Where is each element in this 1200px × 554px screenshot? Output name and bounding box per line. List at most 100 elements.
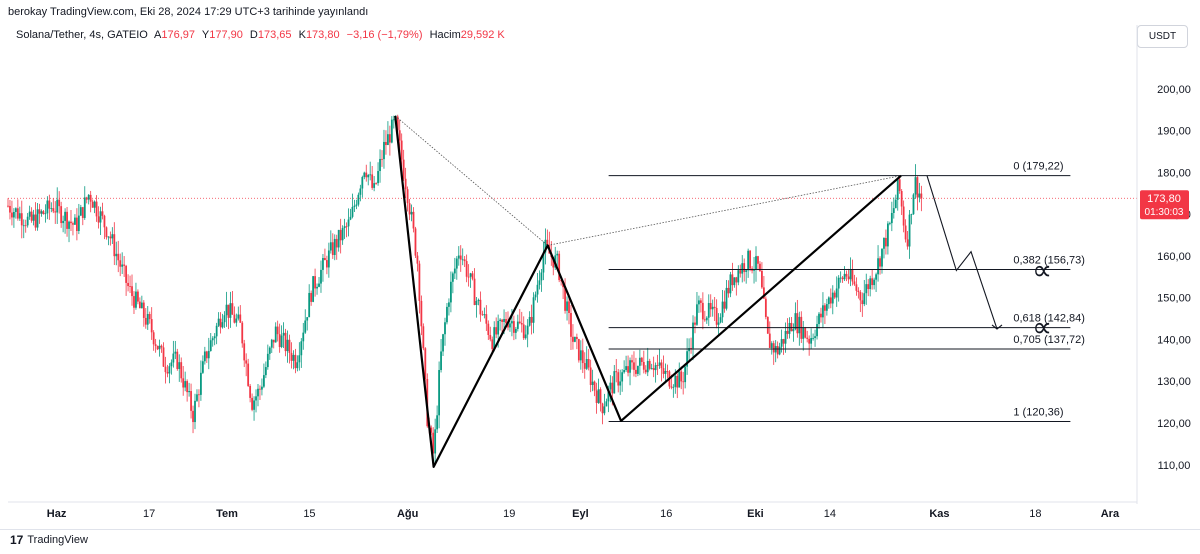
candle-body — [879, 258, 881, 267]
candle-body — [475, 300, 478, 305]
candle-body — [392, 119, 395, 121]
candle-body — [839, 277, 842, 279]
candle-body — [843, 273, 846, 280]
dotted-connector-line — [394, 115, 548, 246]
candle-body — [745, 270, 748, 272]
candle-body — [717, 322, 720, 325]
tradingview-logo[interactable]: 17 TradingView — [10, 533, 88, 547]
candle-body — [615, 371, 618, 373]
candle-body — [190, 391, 192, 411]
candle-body — [66, 211, 68, 229]
candle-body — [906, 239, 909, 247]
candle-body — [871, 278, 874, 286]
candle-body — [601, 403, 604, 414]
symbol-name[interactable]: Solana/Tether, 4s, GATEIO — [16, 29, 148, 41]
candle-body — [434, 429, 437, 454]
candle-body — [863, 293, 866, 305]
candle-body — [778, 346, 781, 355]
price-tick-label: 160,00 — [1157, 251, 1191, 263]
candle-body — [654, 365, 657, 371]
time-tick-label: 17 — [143, 508, 155, 520]
candle-body — [239, 314, 242, 323]
candle-body — [115, 253, 118, 257]
candle-body — [902, 206, 905, 226]
candle-body — [308, 292, 311, 318]
candle-body — [753, 269, 755, 271]
dotted-connector-line — [547, 175, 902, 246]
candle-body — [72, 223, 74, 225]
time-tick-label: Haz — [47, 508, 67, 520]
candle-body — [638, 357, 641, 366]
candle-body — [302, 332, 305, 342]
candle-body — [22, 225, 25, 227]
candle-body — [318, 283, 320, 287]
candle-body — [658, 362, 661, 366]
candle-body — [385, 141, 387, 146]
candle-body — [359, 188, 362, 195]
candle-body — [320, 269, 322, 284]
candle-body — [316, 286, 318, 289]
candle-body — [682, 381, 685, 383]
candle-body — [9, 205, 11, 213]
candle-body — [538, 280, 541, 285]
candle-body — [81, 207, 84, 218]
candle-body — [684, 366, 687, 383]
open-label: A — [154, 29, 162, 41]
candle-body — [735, 277, 738, 283]
candle-body — [306, 317, 309, 321]
candle-body — [568, 301, 570, 314]
candle-body — [327, 250, 330, 268]
candle-body — [483, 314, 486, 316]
candle-body — [694, 322, 696, 325]
candle-body — [509, 323, 511, 328]
candle-body — [613, 371, 616, 394]
candle-body — [282, 332, 285, 336]
price-tick-label: 130,00 — [1157, 376, 1191, 388]
candle-body — [253, 400, 255, 410]
candle-body — [536, 284, 539, 295]
candle-body — [383, 141, 385, 160]
candle-body — [40, 211, 43, 214]
candle-body — [264, 367, 267, 376]
candle-body — [664, 370, 667, 374]
fib-level-label: 0,618 (142,84) — [1013, 313, 1085, 325]
candle-body — [719, 317, 722, 323]
candle-body — [414, 228, 417, 256]
candle-body — [113, 234, 116, 257]
candle-body — [457, 255, 460, 259]
candle-body — [869, 278, 872, 290]
candle-body — [36, 209, 39, 228]
candle-body — [186, 381, 189, 393]
candle-body — [294, 354, 297, 369]
fibonacci-layer: 0 (179,22) 0,382 (156,73) 0,618 (142,84) 0,… — [608, 161, 1085, 422]
candle-body — [400, 140, 403, 160]
candle-body — [292, 354, 295, 361]
time-tick-label: 19 — [503, 508, 515, 520]
candle-body — [505, 319, 507, 324]
candle-body — [514, 328, 517, 333]
candle-body — [595, 390, 598, 403]
candle-body — [599, 389, 602, 404]
candle-body — [890, 212, 893, 224]
candle-body — [827, 297, 830, 305]
candle-body — [467, 276, 470, 278]
candle-body — [180, 362, 183, 379]
candle-body — [93, 201, 96, 208]
candle-body — [656, 365, 659, 366]
candle-body — [566, 301, 568, 311]
candle-body — [481, 314, 484, 316]
candle-body — [603, 406, 606, 414]
candle-body — [7, 205, 9, 207]
candle-body — [784, 330, 787, 344]
candle-body — [583, 363, 586, 369]
candle-body — [58, 199, 61, 207]
candle-body — [804, 327, 807, 338]
candle-body — [875, 274, 877, 280]
candle-body — [314, 276, 316, 289]
candle-body — [74, 217, 76, 225]
candle-body — [438, 370, 440, 416]
candle-body — [666, 370, 669, 372]
candle-body — [471, 273, 474, 279]
projection-layer — [926, 175, 1003, 330]
